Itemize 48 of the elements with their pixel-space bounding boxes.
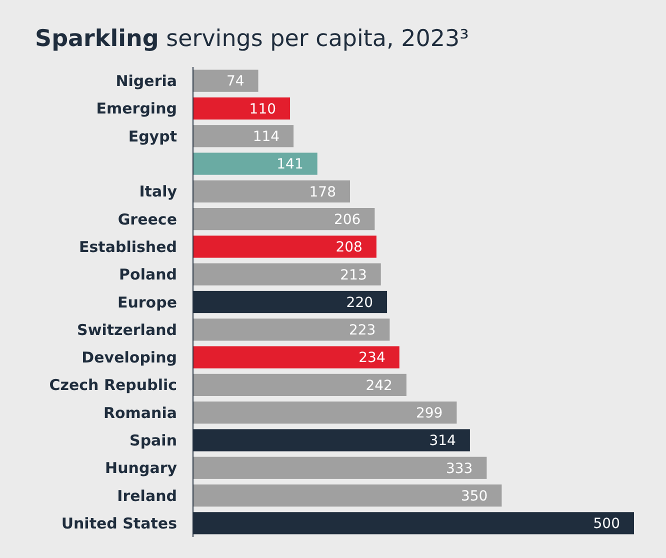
y-tick-label: Czech Republic: [49, 376, 177, 394]
y-tick-label: Hungary: [105, 459, 178, 478]
bar: [193, 318, 390, 341]
y-tick-label: Emerging: [96, 100, 177, 118]
y-tick-label: Greece: [118, 210, 177, 228]
bar: [193, 125, 294, 148]
data-label: 220: [346, 294, 374, 311]
bar: [193, 152, 318, 175]
y-tick-label: Egypt: [128, 127, 177, 146]
y-tick-label: Nigeria: [116, 72, 177, 90]
bar: [193, 236, 376, 258]
y-tick-label: Poland: [119, 266, 177, 284]
bar: [193, 402, 457, 424]
data-label: 299: [416, 405, 443, 422]
y-tick-label: United States: [61, 514, 178, 532]
data-label: 500: [593, 516, 620, 532]
y-tick-label: Spain: [130, 431, 177, 450]
data-label: 223: [348, 322, 376, 339]
bar: [193, 484, 502, 507]
bar: [193, 208, 375, 230]
y-tick-label: Italy: [139, 182, 178, 201]
bar: [193, 374, 406, 396]
data-label: 114: [252, 129, 280, 146]
data-label: 350: [460, 488, 488, 504]
data-label: 333: [446, 460, 473, 477]
bar: [193, 180, 350, 202]
data-label: 213: [340, 267, 367, 284]
y-tick-label: Switzerland: [77, 320, 177, 339]
data-label: 314: [429, 433, 456, 450]
data-label: 208: [336, 240, 362, 256]
y-tick-label: Developing: [82, 348, 177, 367]
data-label: 234: [358, 350, 386, 366]
bar: [193, 346, 400, 368]
y-tick-label: Established: [78, 238, 177, 256]
bar: [193, 70, 258, 92]
data-label: 178: [309, 184, 336, 200]
data-label: 242: [366, 378, 392, 394]
bar: [193, 456, 487, 479]
data-label: 206: [334, 212, 361, 228]
bar: [193, 263, 381, 286]
data-label: 74: [226, 74, 244, 90]
chart-title: Sparkling servings per capita, 2023³: [35, 26, 469, 52]
y-tick-label: Ireland: [117, 486, 177, 505]
y-tick-label: Europe: [117, 293, 177, 312]
y-tick-label: Romania: [103, 404, 177, 422]
bar: [193, 97, 290, 120]
data-label: 110: [249, 101, 276, 118]
data-label: 141: [276, 156, 304, 173]
